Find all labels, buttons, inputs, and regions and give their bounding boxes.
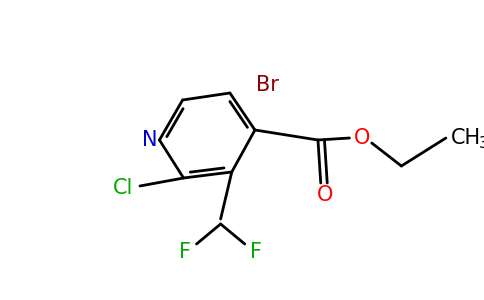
Text: N: N <box>142 130 158 150</box>
Text: CH: CH <box>451 128 481 148</box>
Text: O: O <box>354 128 371 148</box>
Text: Br: Br <box>256 75 279 95</box>
Text: 3: 3 <box>479 136 484 152</box>
Text: O: O <box>317 185 333 205</box>
Text: F: F <box>180 242 191 262</box>
Text: F: F <box>250 242 262 262</box>
Text: Cl: Cl <box>113 178 134 198</box>
